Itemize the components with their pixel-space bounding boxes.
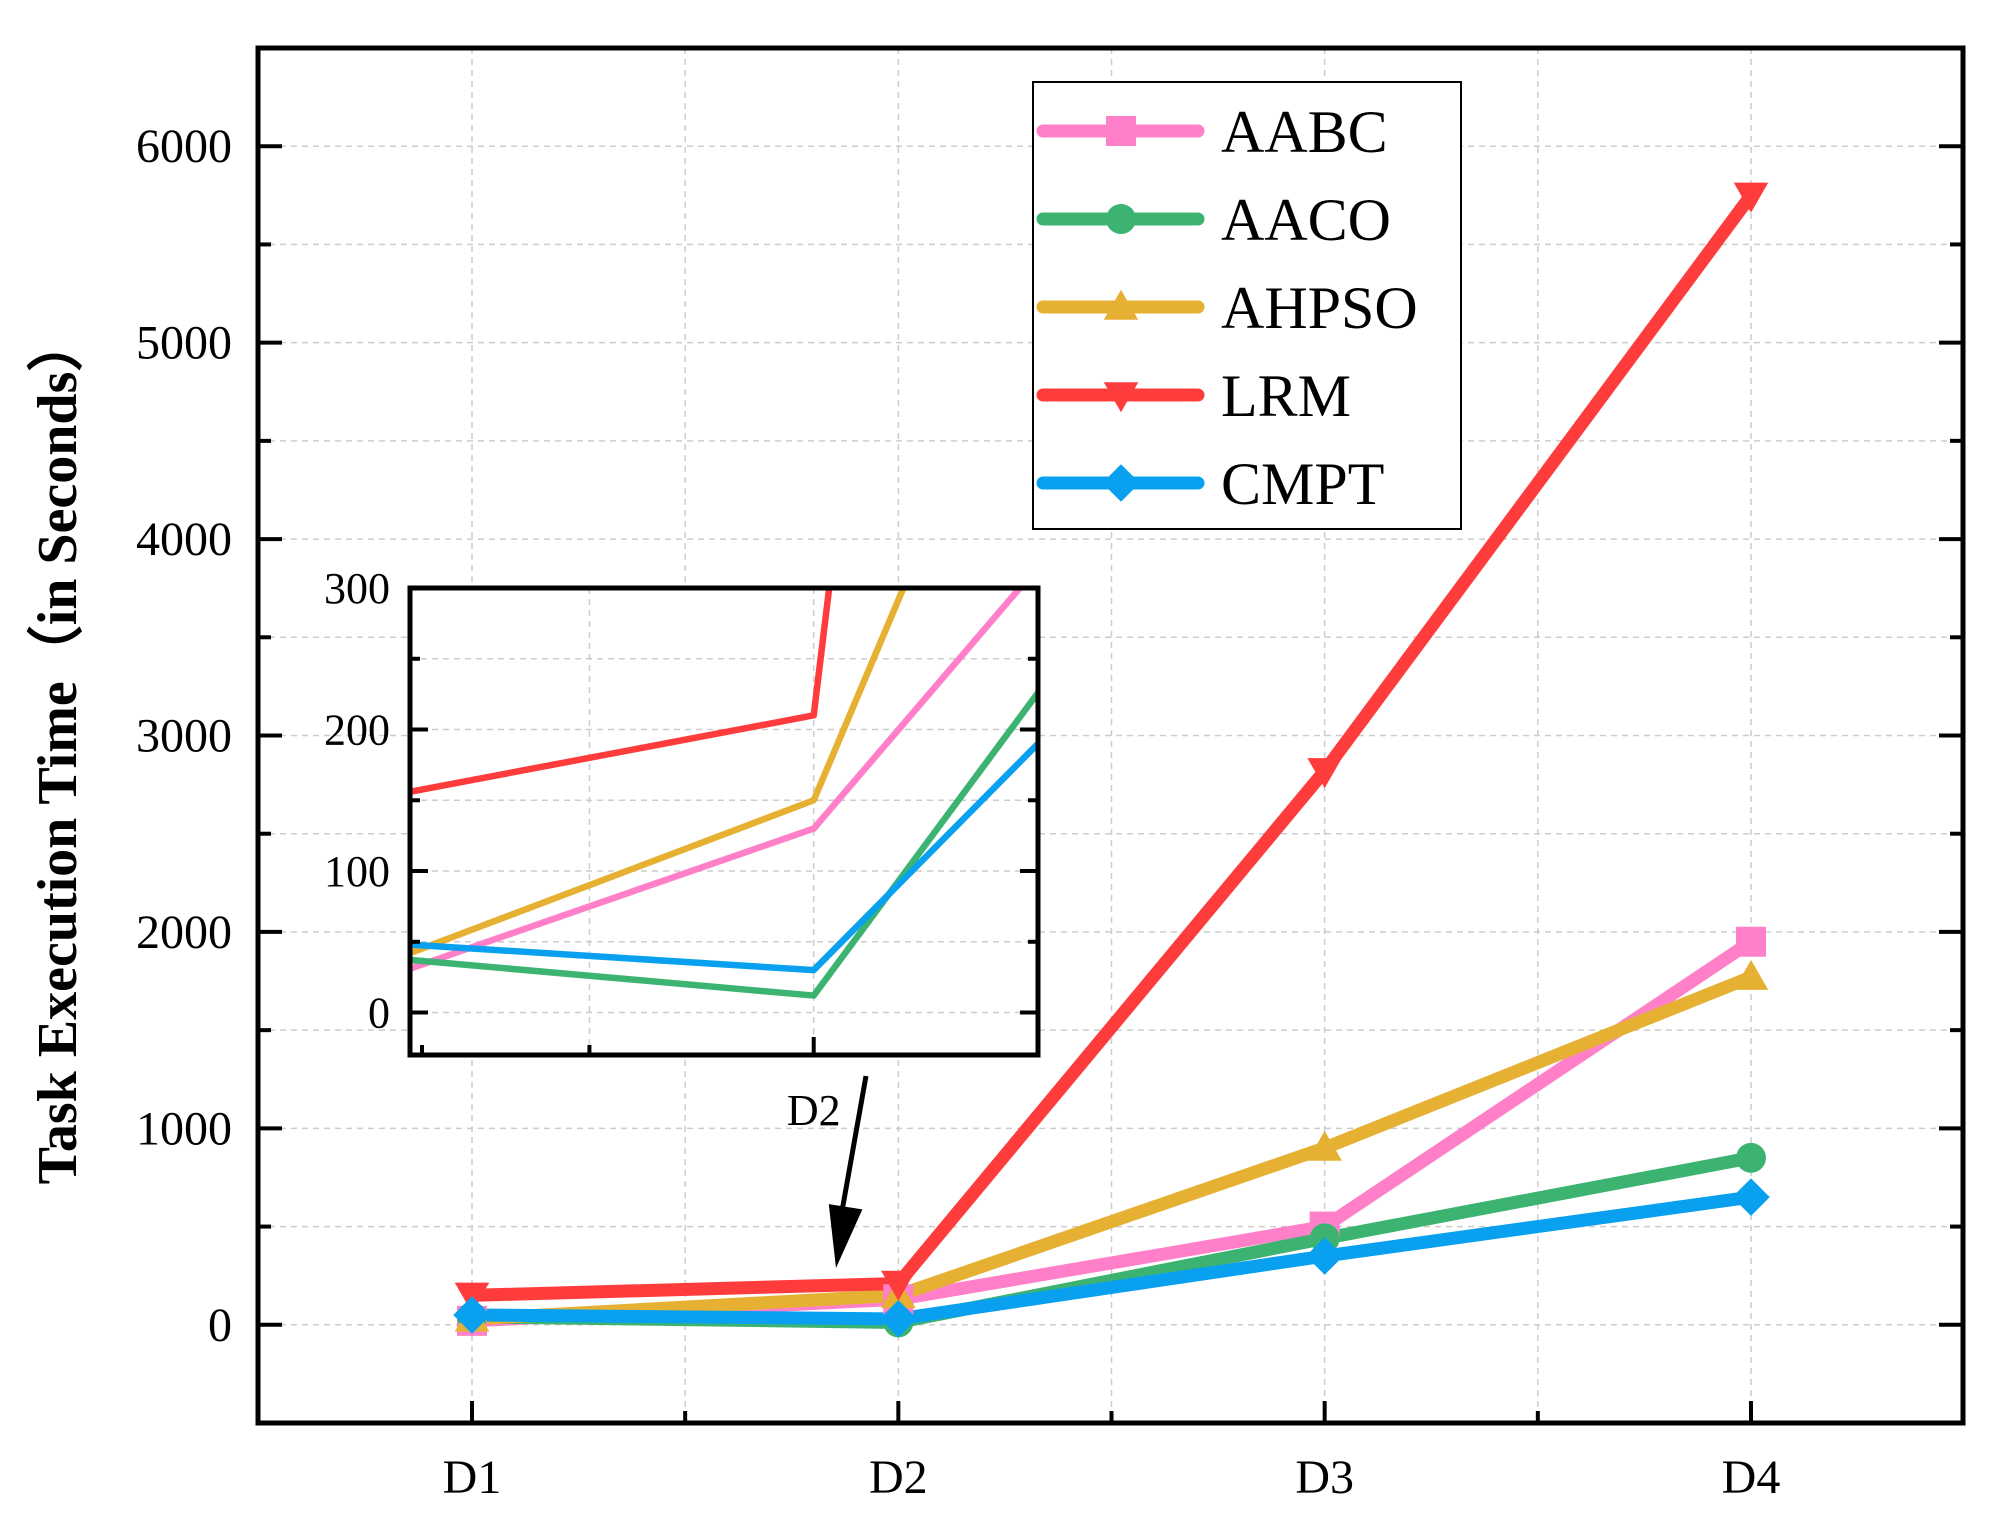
y-tick-label: 6000	[136, 120, 232, 173]
point-cmpt	[453, 1296, 491, 1334]
inset-line-cmpt	[410, 739, 1038, 974]
arrow-annotation	[828, 1075, 869, 1268]
series-layer	[453, 182, 1770, 1338]
inset-y-tick-label: 300	[324, 564, 390, 613]
arrow-shaft	[836, 1075, 869, 1229]
point-cmpt	[879, 1300, 918, 1338]
y-tick-label: 3000	[136, 710, 232, 763]
x-tick-label: D2	[869, 1451, 928, 1504]
point-cmpt	[1305, 1237, 1344, 1275]
x-tick-label: D3	[1295, 1451, 1354, 1504]
legend-label: CMPT	[1221, 451, 1384, 517]
legend-label: AACO	[1221, 187, 1391, 253]
inset-line-lrm	[410, 588, 833, 796]
legend-label: AHPSO	[1221, 275, 1418, 341]
legend-marker-lrm	[1103, 382, 1139, 413]
inset-x-tick-label: D2	[787, 1086, 841, 1135]
point-aaco	[1736, 1142, 1766, 1173]
arrow-head	[828, 1204, 863, 1268]
series-line-lrm	[465, 188, 1758, 1302]
legend-marker-ahpso	[1103, 289, 1139, 320]
inset-y-tick-label: 100	[324, 847, 390, 896]
point-lrm	[881, 1270, 916, 1301]
y-tick-label: 0	[208, 1299, 232, 1352]
legend-label: AABC	[1221, 99, 1388, 165]
series-line-cmpt	[465, 1190, 1758, 1326]
legend-items: AABC AACO AHPSO LRM CMPT	[1036, 99, 1418, 517]
point-ahpso	[1733, 959, 1769, 990]
inset-y-tick-label: 200	[324, 706, 390, 755]
legend-marker-cmpt	[1102, 464, 1140, 502]
inset-frame	[407, 585, 1041, 1058]
inset-line-ahpso	[410, 588, 907, 957]
point-lrm	[1307, 758, 1342, 789]
x-tick-label: D4	[1722, 1451, 1781, 1504]
legend-marker-aabc	[1106, 116, 1136, 146]
y-tick-label: 1000	[136, 1102, 232, 1155]
legend-label: LRM	[1221, 363, 1351, 429]
inset-line-aaco	[410, 687, 1038, 999]
inset-chart: 0 100 200 300 D2	[324, 564, 1041, 1135]
inset-line-aabc	[410, 588, 1025, 973]
x-tick-label: D1	[443, 1451, 502, 1504]
y-axis-title: Task Execution Time（in Seconds）	[26, 316, 89, 1185]
legend: AABC AACO AHPSO LRM CMPT	[1032, 81, 1462, 530]
inset-background	[410, 588, 1038, 1055]
y-tick-label: 5000	[136, 317, 232, 370]
point-cmpt	[1732, 1178, 1770, 1216]
legend-marker-aaco	[1106, 204, 1136, 234]
point-aabc	[1736, 926, 1766, 957]
point-lrm	[1733, 182, 1769, 213]
point-ahpso	[1307, 1130, 1342, 1161]
inset-axes: 0 100 200 300 D2	[324, 564, 1040, 1135]
inset-y-tick-label: 0	[368, 989, 390, 1038]
series-line-ahpso	[465, 970, 1758, 1326]
y-tick-label: 4000	[136, 513, 232, 566]
y-tick-label: 2000	[136, 906, 232, 959]
inset-series	[410, 588, 1038, 999]
